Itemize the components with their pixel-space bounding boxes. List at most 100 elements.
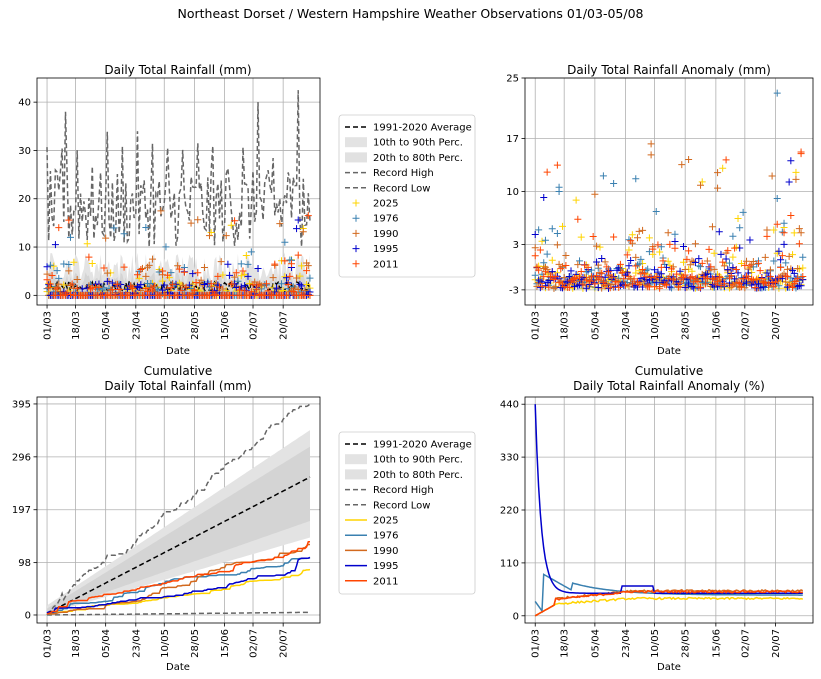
- cumulative-anomaly-title-line1: Cumulative: [635, 364, 704, 378]
- marker-2011: [144, 287, 152, 295]
- x-tick-label: 01/03: [531, 629, 542, 658]
- marker-2011: [669, 276, 677, 284]
- marker-1990: [304, 262, 312, 270]
- daily-anomaly-xlabel: Date: [657, 346, 681, 357]
- marker-2011: [794, 275, 802, 283]
- marker-1990: [269, 274, 277, 282]
- marker-2025: [298, 262, 306, 270]
- marker-1990: [632, 253, 640, 261]
- marker-1990: [550, 284, 558, 292]
- marker-1990: [598, 284, 606, 292]
- marker-2011: [545, 283, 553, 291]
- legend-label: 2011: [373, 259, 398, 270]
- marker-2011: [553, 161, 561, 169]
- marker-2025: [303, 281, 311, 289]
- marker-2025: [227, 221, 235, 229]
- marker-2011: [666, 240, 674, 248]
- marker-1976: [531, 271, 539, 279]
- legend-label: 1995: [373, 561, 398, 572]
- legend-entry: 1995: [345, 561, 398, 572]
- marker-1990: [795, 225, 803, 233]
- line-1976: [47, 556, 311, 616]
- marker-1995: [582, 284, 590, 292]
- marker-1990: [678, 161, 686, 169]
- marker-1990: [690, 258, 698, 266]
- marker-1990: [594, 261, 602, 269]
- marker-2011: [562, 261, 570, 269]
- marker-1995: [160, 281, 168, 289]
- cumulative-anomaly-title-line2: Daily Total Rainfall Anomaly (%): [573, 379, 765, 393]
- marker-2011: [652, 273, 660, 281]
- marker-1990: [276, 220, 284, 228]
- marker-2011: [262, 280, 270, 288]
- marker-2011: [623, 251, 631, 259]
- marker-2025: [789, 251, 797, 259]
- marker-1990: [746, 280, 754, 288]
- marker-1995: [691, 259, 699, 267]
- marker-2011: [87, 285, 95, 293]
- marker-1976: [778, 228, 786, 236]
- marker-2011: [289, 287, 297, 295]
- marker-2011: [782, 272, 790, 280]
- marker-2011: [758, 274, 766, 282]
- marker-2011: [606, 284, 614, 292]
- legend-frame: [338, 431, 476, 595]
- line-2025: [534, 596, 804, 617]
- marker-2011: [778, 252, 786, 260]
- marker-2011: [676, 279, 684, 287]
- marker-2011: [205, 291, 213, 299]
- line-1995: [46, 557, 311, 614]
- legend-entry: 1991-2020 Average: [345, 123, 472, 134]
- marker-1995: [615, 264, 623, 272]
- marker-2011: [239, 267, 247, 275]
- marker-2011: [768, 279, 776, 287]
- marker-2025: [135, 274, 143, 282]
- marker-2011: [216, 283, 224, 291]
- marker-2011: [760, 279, 768, 287]
- legend-entry: 2011: [345, 576, 398, 587]
- marker-1976: [661, 260, 669, 268]
- marker-1995: [618, 280, 626, 288]
- marker-2025: [645, 234, 653, 242]
- x-tick-label: 05/04: [101, 311, 112, 340]
- legend-entry: Record Low: [345, 183, 430, 194]
- marker-1995: [731, 275, 739, 283]
- marker-1995: [137, 281, 145, 289]
- marker-2011: [63, 289, 71, 297]
- marker-2011: [180, 268, 188, 276]
- marker-1990: [768, 172, 776, 180]
- marker-1976: [782, 259, 790, 267]
- x-tick-label: 15/06: [711, 629, 722, 658]
- marker-2011: [700, 273, 708, 281]
- marker-2025: [558, 222, 566, 230]
- marker-1990: [792, 175, 800, 183]
- marker-2011: [630, 275, 638, 283]
- marker-1995: [103, 277, 111, 285]
- x-tick-label: 05/04: [101, 629, 112, 658]
- legend-label: 2025: [373, 199, 398, 210]
- marker-1995: [715, 228, 723, 236]
- daily-rainfall-xlabel: Date: [166, 346, 190, 357]
- marker-2025: [792, 168, 800, 176]
- marker-2011: [533, 263, 541, 271]
- marker-2011: [555, 278, 563, 286]
- marker-1976: [697, 263, 705, 271]
- marker-2011: [251, 291, 259, 299]
- legend-label: 1991-2020 Average: [373, 440, 472, 451]
- marker-1995: [789, 266, 797, 274]
- marker-2011: [286, 272, 294, 280]
- marker-1995: [576, 281, 584, 289]
- y-tick-label: 10: [506, 187, 519, 198]
- marker-2025: [242, 251, 250, 259]
- marker-1990-notable: [714, 169, 722, 177]
- marker-1995: [681, 284, 689, 292]
- marker-2025: [83, 240, 91, 248]
- marker-2011: [231, 217, 239, 225]
- marker-2011: [169, 280, 177, 288]
- marker-2011: [115, 285, 123, 293]
- marker-2011: [236, 286, 244, 294]
- marker-1995: [51, 241, 59, 249]
- x-tick-label: 20/07: [279, 629, 290, 658]
- marker-1990: [714, 184, 722, 192]
- marker-1995: [535, 276, 543, 284]
